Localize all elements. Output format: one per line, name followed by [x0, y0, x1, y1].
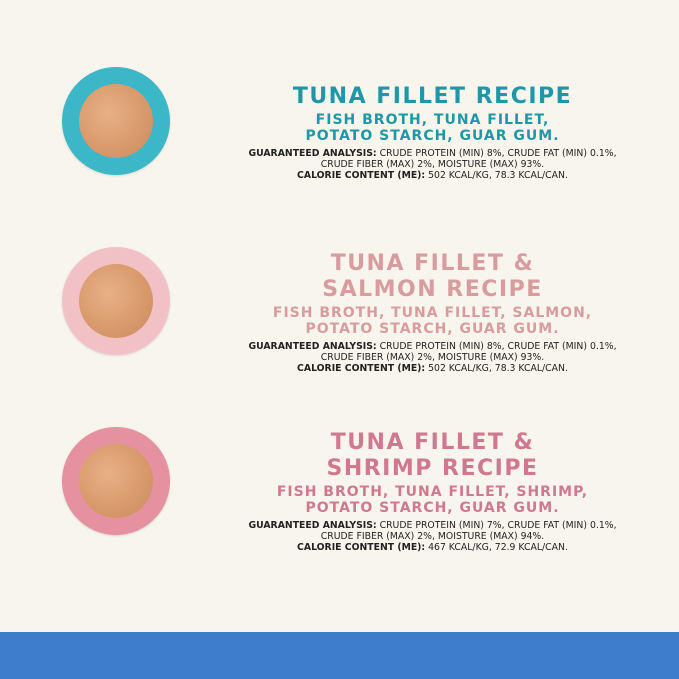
ingredients-line: POTATO STARCH, GUAR GUM. [305, 128, 560, 144]
analysis-text: CRUDE FIBER (MAX) 2%, MOISTURE (MAX) 93%… [320, 159, 545, 170]
calorie-value: 502 KCAL/KG, 78.3 KCAL/CAN. [425, 170, 568, 181]
title-line: SHRIMP RECIPE [326, 456, 539, 481]
salmon-bowl-image [62, 247, 170, 355]
food-image [79, 444, 153, 518]
ingredients-line: POTATO STARCH, GUAR GUM. [305, 500, 560, 516]
ingredients-line: FISH BROTH, TUNA FILLET, SALMON, [272, 305, 593, 321]
footer-bar [0, 632, 679, 679]
shrimp-bowl-image [62, 427, 170, 535]
ingredients-line: POTATO STARCH, GUAR GUM. [305, 321, 560, 337]
food-image [79, 264, 153, 338]
analysis-text: CRUDE FIBER (MAX) 2%, MOISTURE (MAX) 94%… [320, 531, 545, 542]
ingredients: FISH BROTH, TUNA FILLET, SALMON, POTATO S… [215, 305, 650, 337]
calorie-value: 467 KCAL/KG, 72.9 KCAL/CAN. [425, 542, 568, 553]
recipe-tuna: TUNA FILLET RECIPE FISH BROTH, TUNA FILL… [215, 84, 650, 181]
ingredients-line: FISH BROTH, TUNA FILLET, [315, 112, 550, 128]
recipe-shrimp: TUNA FILLET & SHRIMP RECIPE FISH BROTH, T… [215, 430, 650, 553]
analysis-text: CRUDE FIBER (MAX) 2%, MOISTURE (MAX) 93%… [320, 352, 545, 363]
calorie-label: CALORIE CONTENT (ME): [297, 542, 426, 553]
analysis-label: GUARANTEED ANALYSIS: [248, 520, 377, 531]
recipe-salmon: TUNA FILLET & SALMON RECIPE FISH BROTH, T… [215, 251, 650, 374]
ingredients: FISH BROTH, TUNA FILLET, SHRIMP, POTATO S… [215, 484, 650, 516]
analysis-text: CRUDE PROTEIN (MIN) 7%, CRUDE FAT (MIN) … [376, 520, 617, 531]
title-line: TUNA FILLET & [330, 251, 535, 276]
analysis: GUARANTEED ANALYSIS: CRUDE PROTEIN (MIN)… [215, 341, 650, 374]
calorie-label: CALORIE CONTENT (ME): [297, 170, 426, 181]
analysis-text: CRUDE PROTEIN (MIN) 8%, CRUDE FAT (MIN) … [376, 148, 617, 159]
ingredients: FISH BROTH, TUNA FILLET, POTATO STARCH, G… [215, 112, 650, 144]
analysis-text: CRUDE PROTEIN (MIN) 8%, CRUDE FAT (MIN) … [376, 341, 617, 352]
analysis-label: GUARANTEED ANALYSIS: [248, 341, 377, 352]
title-line: TUNA FILLET & [330, 430, 535, 455]
tuna-bowl-image [62, 67, 170, 175]
analysis: GUARANTEED ANALYSIS: CRUDE PROTEIN (MIN)… [215, 520, 650, 553]
calorie-value: 502 KCAL/KG, 78.3 KCAL/CAN. [425, 363, 568, 374]
ingredients-line: FISH BROTH, TUNA FILLET, SHRIMP, [276, 484, 589, 500]
food-image [79, 84, 153, 158]
title-line: SALMON RECIPE [322, 277, 543, 302]
recipe-title: TUNA FILLET RECIPE [292, 84, 573, 109]
analysis-label: GUARANTEED ANALYSIS: [248, 148, 377, 159]
calorie-label: CALORIE CONTENT (ME): [297, 363, 426, 374]
recipe-title: TUNA FILLET & SHRIMP RECIPE [215, 430, 650, 482]
recipe-title: TUNA FILLET & SALMON RECIPE [215, 251, 650, 303]
analysis: GUARANTEED ANALYSIS: CRUDE PROTEIN (MIN)… [215, 148, 650, 181]
